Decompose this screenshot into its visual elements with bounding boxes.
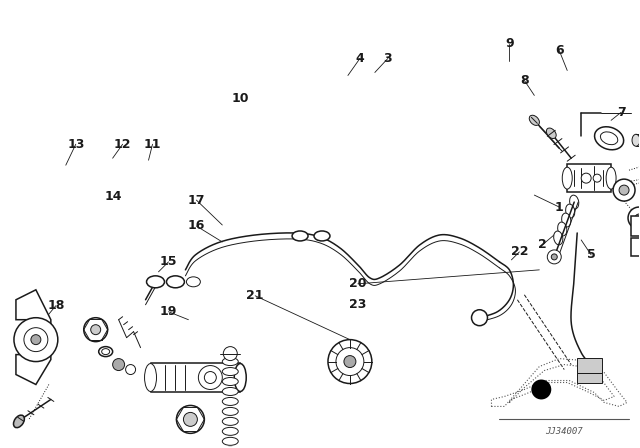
Bar [631, 238, 640, 256]
Ellipse shape [102, 349, 109, 355]
Circle shape [628, 207, 640, 229]
Circle shape [619, 185, 629, 195]
Ellipse shape [529, 115, 540, 125]
Circle shape [84, 318, 108, 342]
Ellipse shape [222, 358, 238, 366]
Ellipse shape [234, 364, 246, 392]
Circle shape [551, 254, 557, 260]
Ellipse shape [222, 407, 238, 415]
Ellipse shape [222, 437, 238, 445]
Text: 9: 9 [505, 37, 514, 50]
Circle shape [336, 348, 364, 375]
Ellipse shape [13, 415, 24, 428]
Circle shape [177, 405, 204, 433]
Ellipse shape [570, 195, 579, 209]
Text: 15: 15 [160, 255, 177, 268]
Circle shape [328, 340, 372, 383]
Ellipse shape [606, 167, 616, 189]
Text: 10: 10 [232, 92, 249, 105]
Ellipse shape [222, 418, 238, 425]
Ellipse shape [166, 276, 184, 288]
Text: 16: 16 [188, 220, 205, 233]
Ellipse shape [563, 167, 572, 189]
Ellipse shape [222, 397, 238, 405]
Circle shape [204, 371, 216, 383]
Circle shape [593, 174, 601, 182]
Bar [577, 358, 602, 373]
Polygon shape [16, 290, 51, 384]
Ellipse shape [147, 276, 164, 288]
Text: 6: 6 [555, 44, 564, 57]
Ellipse shape [562, 213, 571, 227]
Ellipse shape [292, 231, 308, 241]
Ellipse shape [554, 231, 563, 245]
Ellipse shape [222, 427, 238, 435]
Circle shape [635, 214, 640, 222]
Circle shape [223, 347, 237, 361]
Ellipse shape [557, 222, 567, 236]
Text: 1: 1 [555, 201, 564, 214]
Ellipse shape [222, 367, 238, 375]
Text: 20: 20 [349, 277, 367, 290]
Circle shape [113, 358, 125, 370]
Ellipse shape [99, 347, 113, 357]
Bar [150, 362, 240, 392]
Text: 21: 21 [246, 289, 264, 302]
Text: 13: 13 [67, 138, 84, 151]
Text: 23: 23 [349, 298, 367, 311]
Bar [567, 164, 611, 192]
Text: JJ34007: JJ34007 [545, 427, 583, 436]
Ellipse shape [222, 378, 238, 385]
Circle shape [24, 327, 48, 352]
Circle shape [91, 325, 100, 335]
Text: 19: 19 [160, 305, 177, 318]
Bar [577, 373, 602, 383]
Text: 17: 17 [188, 194, 205, 207]
Ellipse shape [222, 388, 238, 396]
Circle shape [547, 250, 561, 264]
Text: 7: 7 [617, 106, 625, 119]
Ellipse shape [222, 447, 238, 448]
Ellipse shape [595, 127, 623, 150]
Ellipse shape [566, 204, 575, 218]
Circle shape [344, 356, 356, 367]
Text: 11: 11 [144, 138, 161, 151]
Ellipse shape [632, 134, 640, 146]
Text: 4: 4 [355, 52, 364, 65]
Ellipse shape [547, 128, 556, 138]
Ellipse shape [186, 277, 200, 287]
Circle shape [198, 366, 222, 389]
Text: 3: 3 [383, 52, 392, 65]
Circle shape [184, 413, 197, 426]
Circle shape [125, 365, 136, 375]
Circle shape [31, 335, 41, 345]
Text: 2: 2 [538, 238, 547, 251]
Text: 14: 14 [105, 190, 122, 202]
Ellipse shape [314, 231, 330, 241]
Circle shape [14, 318, 58, 362]
Bar [631, 216, 640, 236]
Circle shape [472, 310, 488, 326]
Text: 12: 12 [114, 138, 131, 151]
Circle shape [531, 379, 551, 400]
Text: 5: 5 [587, 248, 596, 261]
Circle shape [613, 179, 635, 201]
Circle shape [581, 173, 591, 183]
Text: 18: 18 [47, 299, 65, 312]
Text: 8: 8 [520, 74, 529, 87]
Ellipse shape [600, 132, 618, 145]
Ellipse shape [145, 364, 157, 392]
Text: 22: 22 [511, 246, 528, 258]
